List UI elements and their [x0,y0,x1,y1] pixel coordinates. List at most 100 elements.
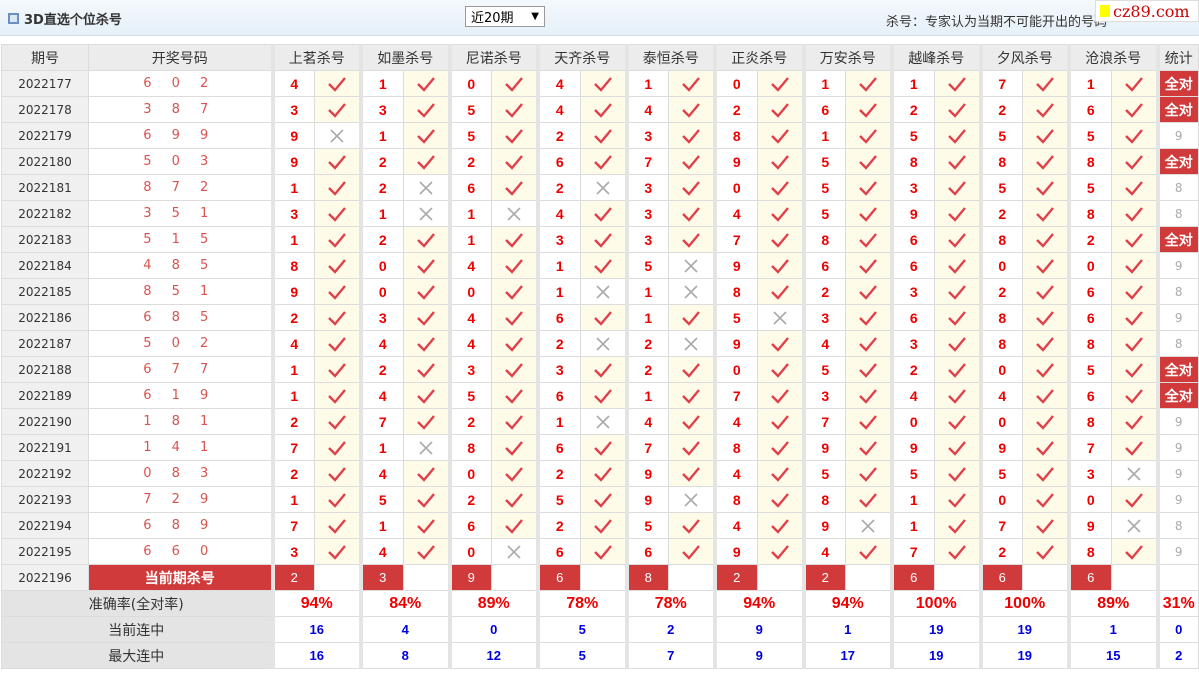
kill-number: 7 [270,434,315,461]
kill-number: 8 [1067,200,1112,227]
check-icon [756,538,804,565]
kill-number: 7 [978,512,1023,539]
check-icon [491,252,539,279]
period-select[interactable]: 近20期 ▼ [465,6,545,27]
draw-number-cell: 8 5 1 [88,278,273,305]
top-bar: 3D直选个位杀号 近20期 ▼ 杀号：专家认为当期不可能开出的号码 cz89.co… [0,0,1199,36]
kill-number: 2 [978,96,1023,123]
kill-number: 5 [713,304,758,331]
header-draw: 开奖号码 [88,44,273,71]
check-icon [845,200,893,227]
kill-number: 2 [536,174,581,201]
kill-number: 5 [447,96,492,123]
kill-number: 0 [1067,252,1112,279]
kill-number: 1 [890,70,935,97]
kill-number: 9 [624,486,669,513]
kill-number: 3 [1067,460,1112,487]
check-icon [402,460,450,487]
table-row: 2022183 5 1 5 1 2 1 3 3 7 8 6 8 2 全对 [1,226,1199,253]
check-icon [402,304,450,331]
kill-number: 0 [978,252,1023,279]
table-row: 2022180 5 0 3 9 2 2 6 7 9 5 8 8 8 全对 [1,148,1199,175]
check-icon [579,486,627,513]
header-expert: 天齐杀号 [536,44,627,71]
period-cell: 2022184 [1,252,89,279]
accuracy-row-value: 78% [536,590,627,617]
kill-number: 6 [536,434,581,461]
site-logo[interactable]: cz89.com [1095,0,1199,22]
cross-icon [668,330,716,357]
check-icon [845,96,893,123]
cross-icon [402,434,450,461]
header-expert: 越峰杀号 [890,44,981,71]
kill-number: 3 [270,200,315,227]
kill-number: 4 [447,252,492,279]
kill-number: 4 [713,408,758,435]
cross-icon [845,512,893,539]
max-streak-row-label: 最大连中 [1,642,273,669]
kill-number: 2 [447,408,492,435]
check-icon [756,252,804,279]
kill-number: 2 [270,408,315,435]
check-icon [491,304,539,331]
draw-number-cell: 5 0 2 [88,330,273,357]
header-expert: 上茗杀号 [270,44,362,71]
check-icon [1022,460,1070,487]
kill-number: 7 [624,434,669,461]
draw-number-cell: 7 2 9 [88,486,273,513]
check-icon [314,486,362,513]
kill-number: 2 [536,512,581,539]
check-icon [668,408,716,435]
check-icon [845,148,893,175]
kill-number: 0 [447,538,492,565]
kill-number: 4 [270,70,315,97]
max-streak-row-value: 8 [359,642,450,669]
current-kill-number: 2 [270,564,315,591]
empty-cell [1110,564,1158,591]
accuracy-row-value: 94% [713,590,804,617]
cross-icon [491,200,539,227]
kill-number: 3 [270,538,315,565]
check-icon [756,330,804,357]
check-icon [402,122,450,149]
streak-row-value: 16 [270,616,362,643]
stat-cell: 全对 [1155,356,1199,383]
kill-number: 2 [890,96,935,123]
draw-number-cell: 6 9 9 [88,122,273,149]
kill-number: 4 [713,512,758,539]
kill-number: 4 [624,96,669,123]
kill-number: 4 [359,382,404,409]
kill-number: 2 [978,200,1023,227]
kill-number: 6 [1067,96,1112,123]
max-streak-row-value: 7 [624,642,716,669]
check-icon [1022,70,1070,97]
draw-number-cell: 5 0 3 [88,148,273,175]
kill-number: 5 [1067,174,1112,201]
check-icon [933,330,981,357]
empty-cell [845,564,893,591]
check-icon [845,330,893,357]
max-streak-row-value: 9 [713,642,804,669]
cross-icon [579,278,627,305]
kill-number: 8 [1067,408,1112,435]
kill-number: 4 [270,330,315,357]
kill-number: 4 [713,460,758,487]
accuracy-row-value: 89% [1067,590,1158,617]
check-icon [491,70,539,97]
cross-icon [668,486,716,513]
check-icon [579,382,627,409]
period-cell: 2022189 [1,382,89,409]
stat-cell: 8 [1155,330,1199,357]
kill-number: 6 [890,252,935,279]
kill-number: 8 [713,122,758,149]
kill-number: 4 [801,330,846,357]
check-icon [491,408,539,435]
streak-row-value: 19 [890,616,981,643]
kill-number: 9 [713,148,758,175]
kill-number: 3 [447,356,492,383]
header-row: 期号 开奖号码 上茗杀号 如墨杀号 尼诺杀号 天齐杀号 泰恒杀号 正炎杀号 万安杀号 越峰杀号 夕风… [1,44,1199,71]
period-cell: 2022183 [1,226,89,253]
